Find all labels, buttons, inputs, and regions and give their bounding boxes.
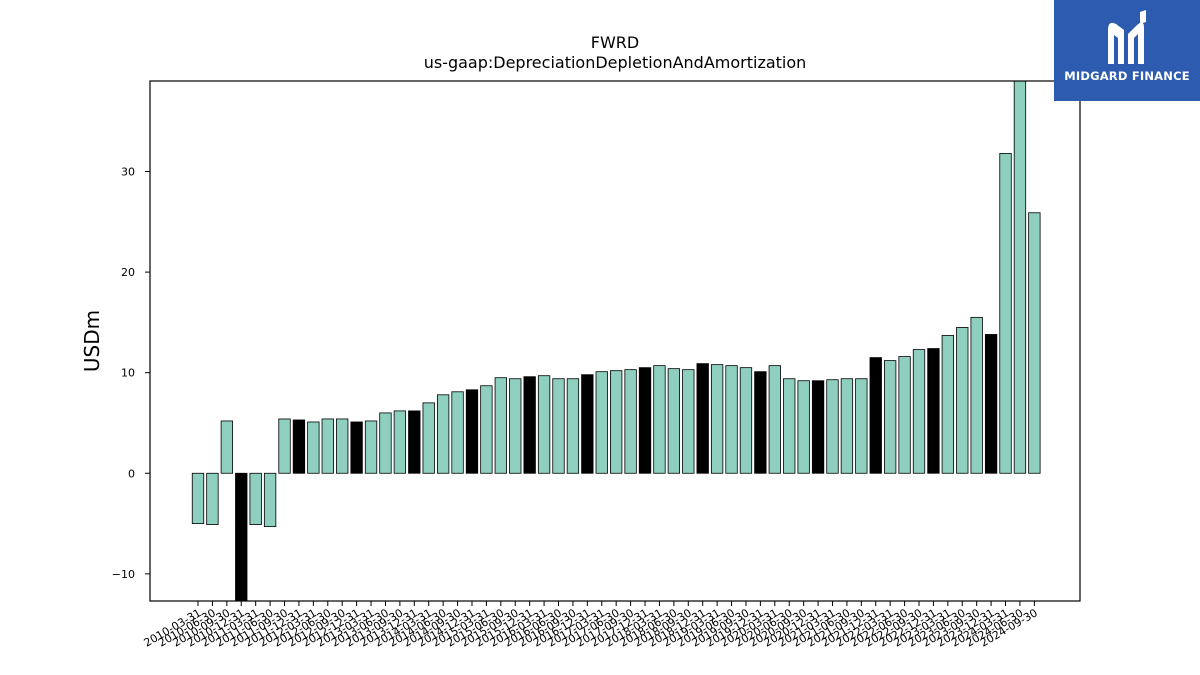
bar-2016-09-30 — [566, 378, 580, 474]
bar-2023-09-30 — [970, 316, 983, 474]
bar-2015-03-31 — [480, 385, 493, 474]
bar-2016-06-30 — [552, 378, 565, 474]
bar-2017-09-30 — [624, 369, 637, 474]
bar-2023-12-31 — [984, 334, 998, 474]
chart-subtitle: us-gaap:DepreciationDepletionAndAmortiza… — [424, 53, 807, 72]
bar-2014-09-30 — [451, 391, 464, 474]
bar-2012-12-31 — [350, 421, 363, 474]
bar-2016-12-31 — [581, 374, 594, 474]
bar-2010-09-30 — [220, 420, 233, 474]
bar-2020-06-30 — [783, 378, 796, 474]
bar-2022-12-31 — [927, 348, 940, 474]
bar-2021-12-31 — [869, 357, 882, 474]
bar-2012-03-31 — [307, 421, 320, 474]
bar-2018-06-30 — [667, 368, 681, 474]
bar-2017-03-31 — [595, 371, 608, 474]
bar-2024-09-30 — [1028, 212, 1041, 474]
bar-2022-06-30 — [898, 356, 911, 474]
brand-logo: MIDGARD FINANCE — [1054, 0, 1200, 101]
bar-2015-09-30 — [509, 378, 522, 474]
bar-2013-12-31 — [408, 410, 421, 474]
y-tick-label: 0 — [128, 467, 135, 480]
bar-2018-03-31 — [653, 365, 666, 474]
bar-2021-03-31 — [826, 379, 839, 474]
y-axis-label: USDm — [80, 310, 104, 372]
bar-2018-09-30 — [682, 369, 695, 474]
bar-2023-03-31 — [941, 335, 954, 474]
bar-2019-03-31 — [710, 364, 724, 474]
bar-2024-03-31 — [999, 153, 1012, 474]
bar-2019-12-31 — [754, 371, 767, 474]
midgard-m-icon — [1108, 10, 1146, 65]
bar-2011-12-31 — [292, 419, 306, 474]
bars-group — [191, 81, 1041, 601]
bar-2012-06-30 — [321, 418, 334, 474]
bar-2010-06-30 — [206, 472, 219, 525]
bar-2020-12-31 — [811, 380, 825, 474]
bar-2019-09-30 — [739, 367, 753, 474]
x-ticks: 2010-03-312010-06-302010-09-302010-12-31… — [142, 601, 1040, 650]
bar-2022-03-31 — [884, 360, 897, 474]
bar-2021-06-30 — [840, 378, 854, 474]
bar-2013-09-30 — [393, 410, 407, 474]
bar-2013-06-30 — [379, 412, 392, 474]
bar-2014-12-31 — [465, 389, 479, 474]
chart-title: FWRD — [591, 33, 639, 52]
bar-2020-09-30 — [797, 380, 810, 474]
y-tick-label: 20 — [121, 266, 135, 279]
bar-2016-03-31 — [537, 375, 551, 474]
bar-2017-06-30 — [610, 370, 623, 474]
bar-2012-09-30 — [336, 418, 349, 474]
bar-2022-09-30 — [912, 349, 926, 474]
bar-2018-12-31 — [696, 363, 709, 474]
bar-2015-12-31 — [523, 376, 536, 474]
y-tick-label: 30 — [121, 166, 135, 179]
bar-2010-03-31 — [191, 472, 205, 524]
bar-2015-06-30 — [494, 377, 507, 474]
bar-2021-09-30 — [855, 378, 868, 474]
bar-2013-03-31 — [364, 420, 378, 474]
brand-name: MIDGARD FINANCE — [1064, 69, 1190, 83]
y-tick-label: −10 — [112, 568, 135, 581]
y-tick-label: 10 — [121, 367, 135, 380]
bar-2017-12-31 — [638, 367, 652, 474]
bar-2011-09-30 — [278, 418, 291, 474]
bar-2010-12-31 — [235, 472, 248, 601]
bar-2024-06-30 — [1013, 81, 1027, 474]
plot-frame — [149, 80, 1081, 602]
bar-2011-03-31 — [249, 472, 262, 525]
bar-2020-03-31 — [768, 365, 781, 474]
bar-2011-06-30 — [263, 472, 277, 527]
bar-2014-06-30 — [436, 394, 450, 474]
bar-2014-03-31 — [422, 402, 435, 474]
bar-2019-06-30 — [725, 365, 738, 474]
bar-2023-06-30 — [956, 327, 969, 474]
y-ticks: −10 0 10 20 30 — [112, 166, 150, 581]
